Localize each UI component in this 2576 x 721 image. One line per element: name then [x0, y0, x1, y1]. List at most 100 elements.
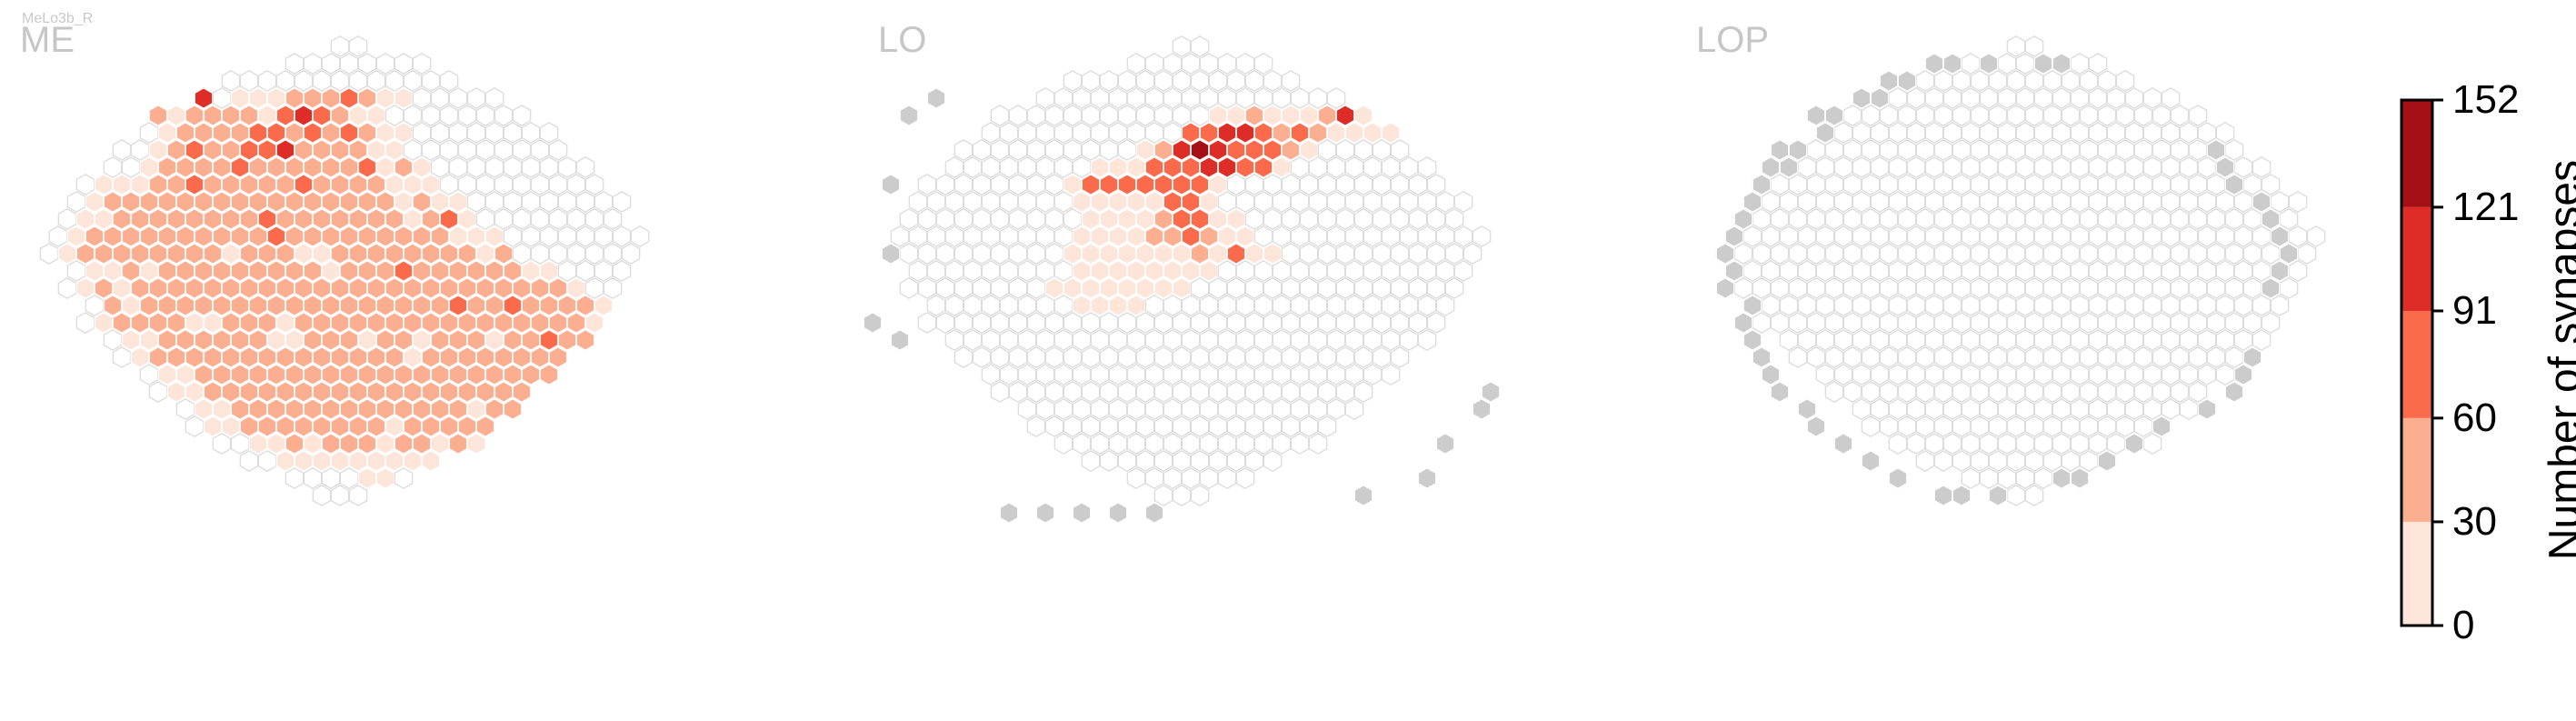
hex-cell-empty: [1906, 122, 1926, 144]
hex-cell-empty: [1942, 364, 1962, 386]
hex-cell-empty: [963, 295, 983, 316]
hex-cell-empty: [2179, 156, 2199, 178]
hex-cell: [566, 277, 586, 299]
hex-cell: [239, 312, 259, 334]
hex-cell-empty: [1861, 105, 1881, 126]
hex-cell: [339, 122, 359, 144]
hex-cell-empty: [990, 174, 1010, 195]
hex-cell-empty: [1317, 416, 1337, 437]
panel-title-lo: LO: [878, 20, 927, 60]
hex-cell: [348, 346, 368, 368]
hex-cell: [466, 225, 486, 247]
hex-cell-empty: [2097, 243, 2117, 265]
hex-cell-empty: [1906, 295, 1926, 316]
hex-cell-empty: [384, 105, 404, 126]
hex-cell: [448, 364, 468, 386]
hex-cell: [275, 208, 295, 230]
hex-cell-empty: [1290, 329, 1310, 351]
hex-cell-empty: [1897, 105, 1917, 126]
hex-cell: [239, 243, 259, 265]
hex-cell-empty: [1906, 329, 1926, 351]
hex-cell: [430, 260, 450, 282]
hex-cell: [203, 174, 223, 195]
hex-cell-empty: [2242, 243, 2262, 265]
hex-cell-empty: [1915, 243, 1935, 265]
hex-cell: [185, 312, 205, 334]
hex-cell: [1235, 156, 1255, 178]
hex-cell-empty: [48, 225, 68, 247]
hex-cell-empty: [1290, 87, 1310, 109]
hex-cell: [230, 364, 250, 386]
hex-cell-empty: [926, 260, 946, 282]
hex-cell-empty: [1988, 346, 2008, 368]
hex-cell: [484, 398, 504, 420]
hex-cell: [366, 139, 386, 161]
hex-cell-empty: [999, 122, 1019, 144]
hex-cell-empty: [2152, 346, 2172, 368]
hex-cell: [121, 260, 141, 282]
hex-cell: [584, 312, 604, 334]
hex-cell-empty: [1806, 174, 1826, 195]
hex-cell-empty: [1988, 105, 2008, 126]
hex-cell-empty: [1226, 174, 1246, 195]
hex-cell: [303, 191, 323, 213]
hex-cell-empty: [1117, 312, 1137, 334]
hex-cell-empty: [457, 105, 477, 126]
hex-cell-empty: [1879, 416, 1899, 437]
hex-cell-empty: [2188, 381, 2208, 403]
hex-cell-empty: [484, 156, 504, 178]
hex-cell-empty: [2161, 260, 2181, 282]
panel-title-lop: LOP: [1696, 20, 1770, 60]
hex-cell: [85, 191, 105, 213]
hex-cell-empty: [557, 225, 577, 247]
hex-cell-empty: [2097, 312, 2117, 334]
hex-cell-empty: [2188, 139, 2208, 161]
hex-cell: [157, 225, 177, 247]
hex-cell: [1090, 260, 1110, 282]
hex-cell: [285, 122, 305, 144]
hex-cell-empty: [1053, 87, 1073, 109]
hex-cell: [194, 156, 214, 178]
hex-cell: [366, 208, 386, 230]
hex-cell-empty: [494, 105, 514, 126]
hex-cell: [103, 295, 123, 316]
hex-cell-empty: [1915, 70, 1935, 92]
hex-cell-empty: [112, 346, 132, 368]
hex-cell-empty: [1897, 174, 1917, 195]
hex-cell: [148, 105, 168, 126]
hex-cell-empty: [2161, 225, 2181, 247]
hex-cell: [1090, 225, 1110, 247]
hex-cell: [312, 381, 332, 403]
hex-cell-empty: [2170, 243, 2190, 265]
hex-cell-empty: [521, 122, 541, 144]
hex-cell: [257, 105, 277, 126]
hex-cell-empty: [1806, 277, 1826, 299]
hex-cell-empty: [2142, 398, 2162, 420]
hex-cell-empty: [1897, 416, 1917, 437]
hex-cell-empty: [2224, 139, 2244, 161]
hex-cell: [239, 277, 259, 299]
hex-cell-empty: [963, 225, 983, 247]
hex-cell-empty: [1299, 312, 1319, 334]
hex-cell-empty: [2142, 87, 2162, 109]
hex-cell-empty: [539, 191, 559, 213]
hex-cell-empty: [1044, 381, 1064, 403]
hex-cell-empty: [312, 70, 332, 92]
hex-cell: [1153, 208, 1173, 230]
hex-cell: [466, 260, 486, 282]
hex-cell-empty: [999, 364, 1019, 386]
hex-cell-empty: [1988, 243, 2008, 265]
hex-cell: [166, 346, 186, 368]
hex-cell: [1099, 208, 1119, 230]
hex-cell-empty: [1390, 346, 1410, 368]
hex-cell-empty: [1842, 381, 1862, 403]
hex-cell-empty: [121, 156, 141, 178]
hex-cell: [484, 364, 504, 386]
hex-cell-empty: [2024, 105, 2044, 126]
hex-cell-empty: [1906, 156, 1926, 178]
hex-cell-empty: [2279, 208, 2299, 230]
hex-cell-empty: [1190, 70, 1210, 92]
hex-cell: [475, 416, 495, 437]
hex-cell: [148, 346, 168, 368]
hex-cell: [330, 139, 350, 161]
